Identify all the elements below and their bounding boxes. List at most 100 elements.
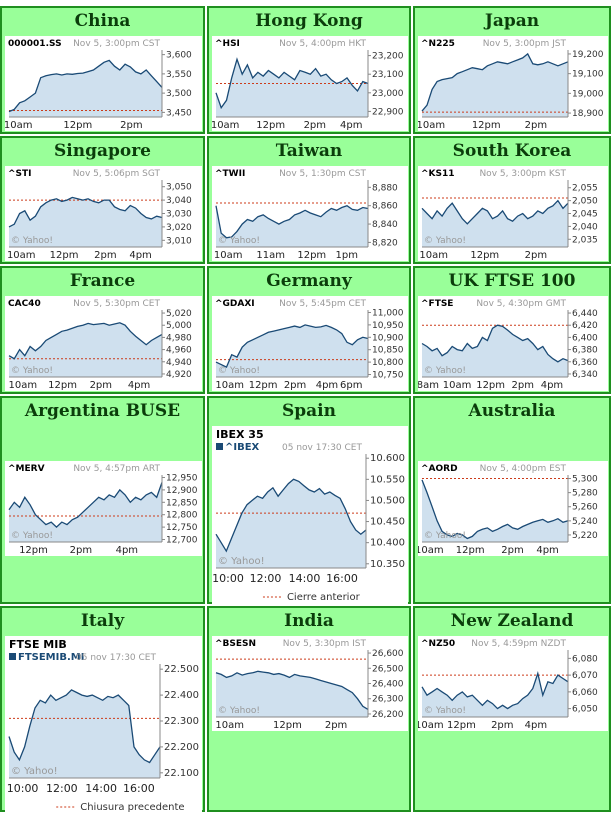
x-tick-label: 11am (256, 250, 285, 261)
y-tick-label: 22.100 (164, 768, 199, 779)
series-swatch (9, 653, 16, 660)
x-tick-label: 10am (214, 250, 243, 261)
yahoo-watermark: © Yahoo! (218, 236, 260, 246)
chart-australia[interactable]: 5,300 5,280 5,260 5,240 5,220 10am 12pm 2pm 4pm ^… (418, 461, 608, 556)
market-title-singapore[interactable]: Singapore (54, 141, 151, 161)
market-title-china[interactable]: China (74, 11, 131, 31)
chart-series-line (215, 670, 369, 710)
chart-timestamp: Nov 5, 1:30pm CST (279, 169, 366, 179)
y-tick-label: 26,600 (372, 649, 404, 659)
market-title-japan[interactable]: Japan (484, 11, 540, 31)
yahoo-watermark: © Yahoo! (424, 531, 466, 541)
x-tick-label: 4pm (541, 380, 563, 391)
chart-germany[interactable]: 11,000 10,950 10,900 10,850 10,800 10,750 10am… (212, 296, 408, 391)
chart-south-korea[interactable]: 2,055 2,050 2,045 2,040 2,035 10am 12pm 2pm ^KS1… (418, 166, 608, 261)
market-cell-italy: Italy 22.500 22.400 22.300 22.200 22.100 10:00… (0, 606, 205, 814)
y-tick-label: 10.400 (370, 538, 405, 549)
market-grid: China 3,600 3,550 3,500 3,450 10am 12pm 2pm 0000… (0, 6, 615, 814)
chart-area-fill (216, 479, 366, 568)
market-cell-india: India 26,600 26,500 26,400 26,300 26,200 10am 1… (207, 606, 411, 812)
chart-symbol: ^TWII (215, 169, 245, 179)
chart-symbol: CAC40 (8, 299, 41, 309)
market-title-australia[interactable]: Australia (468, 401, 556, 421)
chart-area-fill (216, 205, 368, 247)
y-tick-label: 6,340 (572, 370, 598, 380)
chart-series-line (8, 689, 161, 764)
y-tick-label: 23,200 (372, 52, 404, 62)
x-tick-label: 10am (419, 250, 448, 261)
chart-series-line (8, 59, 163, 113)
y-tick-label: 8,880 (372, 183, 398, 193)
y-tick-label: 19,000 (572, 89, 604, 99)
market-title-italy[interactable]: Italy (80, 611, 125, 631)
chart-singapore[interactable]: 3,050 3,040 3,030 3,020 3,010 10am 12pm 2pm 4pm ^… (5, 166, 202, 261)
y-tick-label: 2,050 (572, 197, 598, 207)
chart-france[interactable]: 5,020 5,000 4,980 4,960 4,940 4,920 10am 12pm 2p… (5, 296, 202, 391)
chart-series-line (8, 322, 163, 360)
chart-new-zealand[interactable]: 6,080 6,070 6,060 6,050 10am 12pm 2pm 4pm ^NZ50 N… (418, 636, 608, 731)
y-tick-label: 5,240 (572, 517, 598, 527)
market-title-hong-kong[interactable]: Hong Kong (255, 11, 363, 31)
chart-series-line (215, 57, 369, 110)
y-tick-label: 8,840 (372, 220, 398, 230)
y-tick-label: 10,750 (372, 371, 404, 381)
x-tick-label: 2pm (120, 120, 142, 131)
y-tick-label: 6,400 (572, 333, 598, 343)
y-tick-label: 26,500 (372, 664, 404, 674)
chart-area-fill (422, 479, 568, 542)
y-tick-label: 12,750 (166, 523, 198, 533)
x-tick-label: 16:00 (123, 782, 155, 795)
chart-area-fill (9, 60, 162, 117)
y-tick-label: 10.550 (370, 474, 405, 485)
chart-italy[interactable]: 22.500 22.400 22.300 22.200 22.100 10:00 12:00… (5, 636, 202, 814)
y-tick-label: 3,600 (166, 51, 192, 61)
market-title-south-korea[interactable]: South Korea (452, 141, 572, 161)
legend-label: Chiusura precedente (80, 802, 184, 813)
market-title-new-zealand[interactable]: New Zealand (450, 611, 574, 631)
market-title-india[interactable]: India (284, 611, 334, 631)
market-title-spain[interactable]: Spain (282, 401, 336, 421)
market-title-germany[interactable]: Germany (266, 271, 352, 291)
chart-timestamp: Nov 5, 4:30pm GMT (476, 299, 566, 309)
chart-spain[interactable]: 10.600 10.550 10.500 10.450 10.400 10.350 10:0… (212, 426, 408, 606)
x-tick-label: 16:00 (326, 572, 358, 585)
chart-symbol: ^BSESN (215, 639, 256, 649)
x-tick-label: 6pm (340, 380, 362, 391)
market-title-argentina-buse[interactable]: Argentina BUSE (24, 401, 181, 421)
x-tick-label: 12pm (297, 250, 326, 261)
x-tick-label: 12pm (472, 120, 501, 131)
x-tick-label: 12pm (63, 120, 92, 131)
y-tick-label: 4,980 (166, 333, 192, 343)
x-tick-label: 10am (8, 380, 37, 391)
chart-taiwan[interactable]: 8,880 8,860 8,840 8,820 10am 11am 12pm 1pm ^TWII… (212, 166, 408, 261)
y-tick-label: 8,860 (372, 202, 398, 212)
chart-timestamp: Nov 5, 4:00pm HKT (279, 39, 366, 49)
x-tick-label: 2pm (325, 720, 347, 731)
chart-china[interactable]: 3,600 3,550 3,500 3,450 10am 12pm 2pm 000001.SS… (5, 36, 202, 131)
y-tick-label: 3,020 (166, 223, 192, 233)
chart-india[interactable]: 26,600 26,500 26,400 26,300 26,200 10am 12pm 2p… (212, 636, 408, 731)
market-title-taiwan[interactable]: Taiwan (275, 141, 343, 161)
market-cell-taiwan: Taiwan 8,880 8,860 8,840 8,820 10am 11am 12pm 1p… (207, 136, 411, 264)
x-tick-label: 12pm (476, 380, 505, 391)
x-tick-label: 12pm (48, 380, 77, 391)
y-tick-label: 26,400 (372, 680, 404, 690)
y-tick-label: 10,850 (372, 346, 404, 356)
chart-series-line (421, 52, 569, 112)
x-tick-label: 2pm (512, 380, 534, 391)
chart-argentina-buse[interactable]: 12,950 12,900 12,850 12,800 12,750 12,700 12pm… (5, 461, 202, 556)
x-tick-label: 14:00 (289, 572, 321, 585)
x-tick-label: 4pm (116, 545, 138, 556)
yahoo-watermark: © Yahoo! (424, 236, 466, 246)
market-cell-china: China 3,600 3,550 3,500 3,450 10am 12pm 2pm 0000… (0, 6, 205, 134)
y-tick-label: 12,800 (166, 511, 198, 521)
x-tick-label: 4pm (316, 380, 338, 391)
y-tick-label: 6,080 (572, 654, 598, 664)
chart-hong-kong[interactable]: 23,200 23,100 23,000 22,900 10am 12pm 2pm 4pm ^H… (212, 36, 408, 131)
market-title-uk-ftse-100[interactable]: UK FTSE 100 (448, 271, 576, 291)
chart-japan[interactable]: 19,200 19,100 19,000 18,900 10am 12pm 2pm ^N225… (418, 36, 608, 131)
chart-uk-ftse-100[interactable]: 6,440 6,420 6,400 6,380 6,360 6,340 8am 10am 12p… (418, 296, 608, 391)
x-tick-label: 10:00 (7, 782, 39, 795)
market-title-france[interactable]: France (69, 271, 136, 291)
market-cell-new-zealand: New Zealand 6,080 6,070 6,060 6,050 10am 12pm 2… (413, 606, 611, 812)
